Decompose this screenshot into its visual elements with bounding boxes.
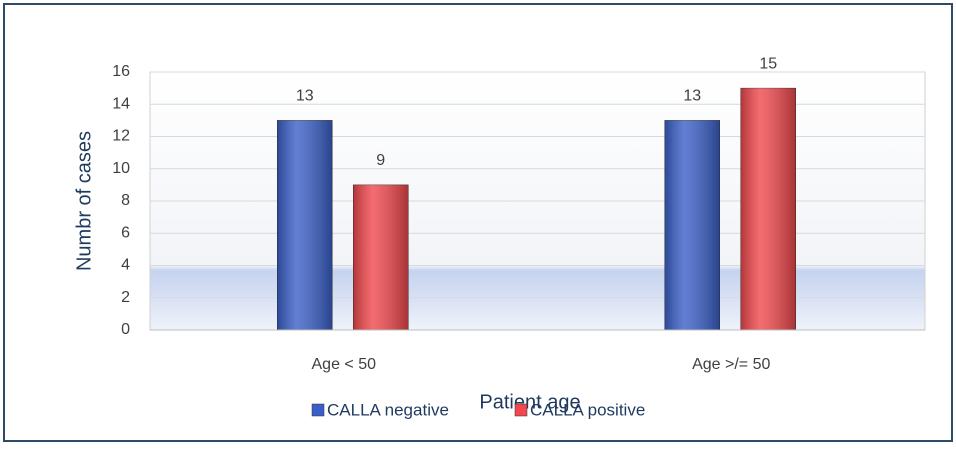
bar [740,87,796,331]
y-tick-label: 10 [112,160,130,177]
x-tick-label: Age >/= 50 [692,356,770,373]
y-tick-label: 6 [121,224,130,241]
y-tick-label: 2 [121,289,130,306]
legend-swatch [514,403,528,417]
y-tick-label: 8 [121,192,130,209]
y-tick-label: 4 [121,257,130,274]
y-axis-title: Numbr of cases [73,131,95,271]
x-tick-label: Age < 50 [312,356,377,373]
bar [664,120,720,331]
legend-swatch [311,403,325,417]
y-tick-label: 0 [121,321,130,338]
data-label: 13 [296,88,314,105]
y-tick-label: 14 [112,95,130,112]
data-label: 13 [683,88,701,105]
bar [277,120,333,331]
y-tick-label: 12 [112,128,130,145]
data-label: 15 [759,55,777,72]
legend-label: CALLA positive [530,400,645,419]
legend-label: CALLA negative [327,400,449,419]
x-axis-title: Patient age [479,391,580,413]
bar [353,184,409,331]
y-tick-label: 16 [112,63,130,80]
data-label: 9 [376,152,385,169]
